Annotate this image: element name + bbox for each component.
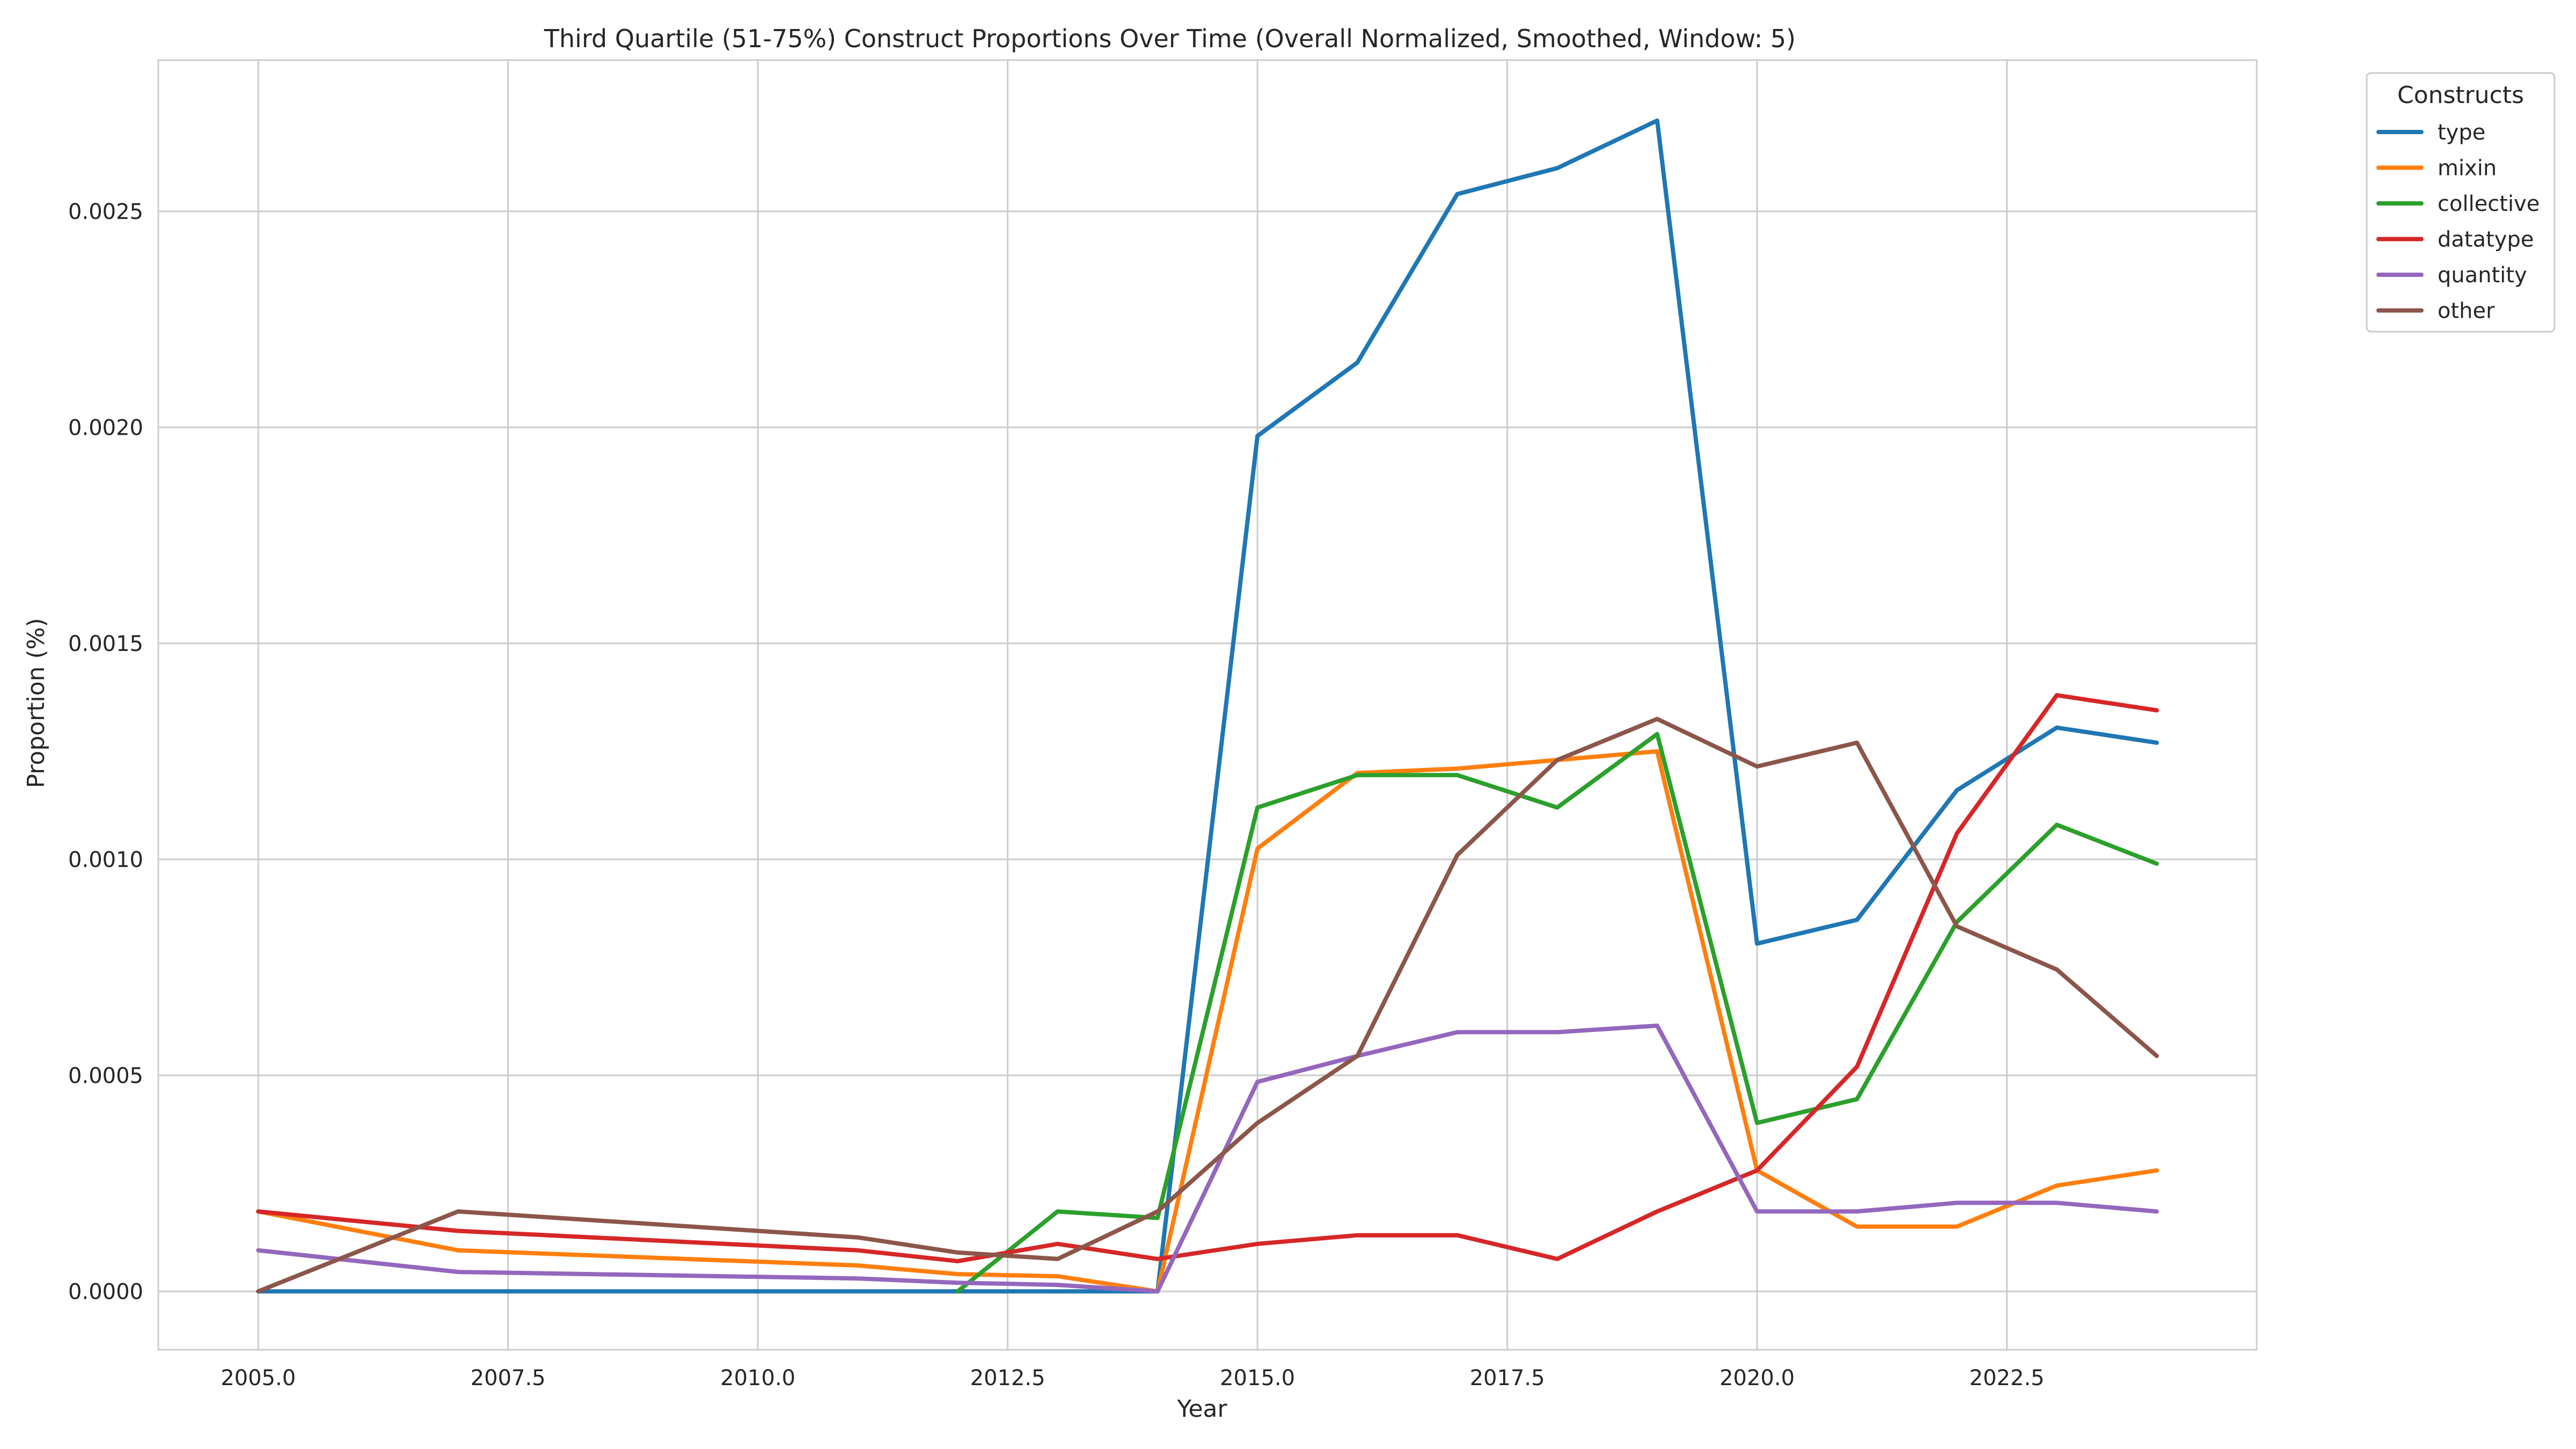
legend-label-type: type <box>2438 120 2485 145</box>
y-tick-label: 0.0020 <box>68 415 143 440</box>
x-tick-label: 2007.5 <box>471 1366 546 1391</box>
y-tick-label: 0.0005 <box>68 1064 143 1088</box>
y-tick-label: 0.0025 <box>68 200 143 224</box>
y-tick-label: 0.0010 <box>68 847 143 872</box>
legend-title: Constructs <box>2397 82 2524 109</box>
plot-background <box>158 60 2257 1350</box>
legend-label-mixin: mixin <box>2438 156 2497 181</box>
x-tick-label: 2020.0 <box>1719 1366 1795 1391</box>
x-tick-label: 2017.5 <box>1470 1366 1545 1391</box>
x-tick-label: 2005.0 <box>221 1366 296 1391</box>
plot-frame <box>157 59 2258 1351</box>
y-tick-label: 0.0000 <box>68 1279 143 1304</box>
series-layer <box>256 118 2159 1294</box>
series-line-type <box>256 118 2159 1294</box>
series-line-other <box>256 716 2159 1294</box>
chart-title: Third Quartile (51-75%) Construct Propor… <box>544 24 1796 53</box>
x-tick-label: 2010.0 <box>720 1366 795 1391</box>
legend-box <box>2366 72 2556 333</box>
x-tick-label: 2012.5 <box>970 1366 1045 1391</box>
x-tick-label: 2022.5 <box>1970 1366 2045 1391</box>
x-axis-label: Year <box>1176 1395 1227 1423</box>
plot-area <box>157 59 2258 1351</box>
legend-items: type mixin collective datatype quantity other <box>2376 120 2540 324</box>
legend-label-quantity: quantity <box>2438 263 2527 288</box>
legend-label-collective: collective <box>2438 192 2540 216</box>
series-line-datatype <box>256 693 2159 1263</box>
y-axis-label: Proportion (%) <box>23 618 50 788</box>
x-axis-ticks: 2005.0 2007.5 2010.0 2012.5 2015.0 2017.5 2020… <box>221 1366 2044 1391</box>
x-tick-label: 2015.0 <box>1220 1366 1295 1391</box>
legend-label-datatype: datatype <box>2438 228 2534 252</box>
y-tick-label: 0.0015 <box>68 632 143 656</box>
y-axis-ticks: 0.0000 0.0005 0.0010 0.0015 0.0020 0.0025 <box>68 200 143 1305</box>
series-line-quantity <box>256 1023 2159 1294</box>
legend: Constructs type mixin collective datatype qu… <box>2366 72 2556 333</box>
series-line-mixin <box>256 749 2159 1294</box>
legend-label-other: other <box>2438 299 2495 324</box>
